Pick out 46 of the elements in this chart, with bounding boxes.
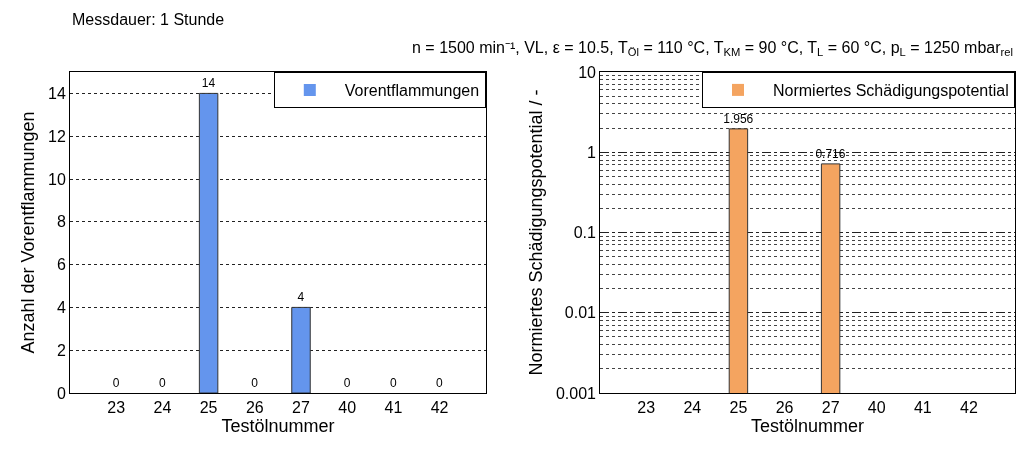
y-tick-label: 0.01 [564, 304, 597, 322]
y-tick-label: 0.1 [573, 224, 597, 242]
y-tick-label: 0 [56, 384, 66, 402]
data-label: 14 [201, 76, 216, 91]
data-label: 0 [389, 376, 397, 390]
x-tick-label: 26 [775, 399, 794, 417]
x-tick-label: 24 [683, 399, 702, 417]
data-label: 0 [158, 376, 166, 390]
text: n = 1500 min⁻¹, VL, ε = 10.5, T$_{Öl}$ = 110 °C, T$_{KM}$ = 90 °C, T$_{L}$ = 60 °C, p$_{L}$ = 1250 mbar$_{rel}$ [412, 39, 1013, 59]
y-tick-label: 8 [56, 213, 66, 231]
x-tick-label: 42 [430, 399, 449, 417]
y-tick-label: 1 [587, 143, 597, 161]
x-tick-label: 26 [245, 399, 264, 417]
legend-label: Vorentflammungen [344, 82, 480, 100]
data-label: 1.956 [723, 111, 754, 126]
x-tick-label: 24 [153, 399, 172, 417]
x-tick-label: 23 [637, 399, 656, 417]
x-axis-title: Testölnummer [221, 416, 335, 437]
x-tick-label: 23 [107, 399, 126, 417]
x-tick-label: 27 [292, 399, 310, 417]
x-tick-label: 40 [867, 399, 886, 417]
x-tick-label: 42 [960, 399, 978, 417]
y-tick-label: 14 [48, 85, 66, 102]
y-axis-title: Anzahl der Vorentflammungen [18, 111, 39, 354]
x-tick-label: 27 [821, 399, 840, 417]
y-tick-label: 6 [56, 256, 66, 274]
x-tick-label: 25 [199, 399, 218, 417]
data-label: 4 [297, 290, 305, 305]
y-tick-label: 0.001 [555, 384, 597, 402]
y-tick-label: 10 [578, 63, 597, 81]
data-label: 0 [436, 376, 444, 390]
x-tick-label: 41 [913, 399, 932, 417]
x-tick-label: 25 [729, 399, 748, 417]
y-axis-title: Normiertes Schädigungspotential / - [526, 89, 547, 376]
x-tick-label: 41 [384, 399, 403, 417]
data-label: 0 [251, 376, 259, 390]
legend-label: Normiertes Schädigungspotential [773, 82, 1009, 100]
chart-title: Messdauer: 1 Stunde [72, 11, 225, 28]
y-tick-label: 10 [48, 170, 66, 188]
data-label: 0 [112, 376, 120, 390]
y-tick-label: 12 [48, 127, 66, 145]
y-tick-label: 2 [56, 341, 66, 359]
x-axis-title: Testölnummer [751, 416, 865, 437]
y-tick-label: 4 [56, 299, 66, 316]
x-tick-label: 40 [338, 399, 357, 417]
data-label: 0 [343, 376, 351, 390]
